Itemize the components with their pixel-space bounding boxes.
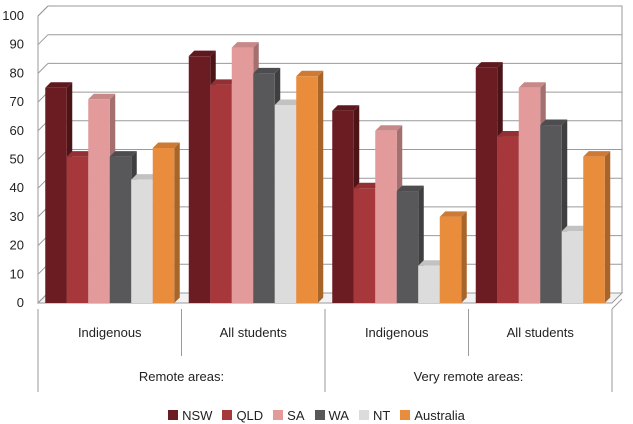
- bar-australia: [583, 156, 605, 303]
- bar-top-wa: [253, 67, 281, 74]
- bar-side-australia: [461, 211, 467, 303]
- bar-top-nt: [418, 260, 446, 266]
- y-tick-label: 80: [10, 65, 24, 80]
- axis-table-line: [611, 298, 623, 310]
- x-category-label: All students: [507, 325, 575, 340]
- bar-nsw: [475, 67, 498, 303]
- bar-wa: [396, 191, 419, 303]
- bar-top-australia: [296, 70, 324, 77]
- legend-swatch-qld: [222, 410, 233, 420]
- bar-australia: [296, 76, 318, 304]
- gridline-depth: [37, 63, 49, 74]
- legend-swatch-nsw: [168, 410, 179, 420]
- y-tick-label: 90: [10, 37, 24, 52]
- bar-nt: [274, 104, 297, 303]
- bar-australia: [439, 216, 462, 303]
- bar-top-nsw: [45, 82, 73, 88]
- bar-top-wa: [540, 119, 568, 126]
- bar-side-australia: [604, 151, 611, 303]
- bar-qld: [210, 84, 232, 303]
- bar-sa: [88, 99, 110, 303]
- legend-label-qld: QLD: [236, 407, 264, 423]
- bar-top-qld: [497, 131, 525, 137]
- gridline-depth: [37, 5, 49, 17]
- bar-australia: [152, 148, 175, 303]
- legend-label-australia: Australia: [414, 407, 465, 423]
- bar-top-nsw: [332, 105, 360, 111]
- bar-top-wa: [396, 185, 424, 192]
- bar-top-qld: [66, 151, 94, 157]
- bar-top-nt: [561, 225, 589, 232]
- legend-item-qld: QLD: [222, 408, 263, 423]
- bar-nsw: [188, 56, 211, 304]
- x-category-label: Indigenous: [78, 325, 142, 340]
- y-tick-label: 20: [10, 238, 24, 253]
- bar-nsw: [332, 110, 354, 304]
- x-category-label: Indigenous: [365, 325, 429, 340]
- legend-swatch-nt: [358, 410, 369, 420]
- bar-top-nt: [131, 174, 159, 180]
- bar-top-nt: [274, 99, 302, 105]
- bar-top-nsw: [475, 62, 503, 68]
- y-tick-label: 10: [10, 266, 24, 281]
- bar-top-australia: [152, 142, 180, 149]
- bar-sa: [375, 130, 397, 303]
- bar-side-australia: [174, 142, 180, 303]
- y-tick-label: 40: [10, 180, 24, 195]
- bar-nt: [418, 265, 440, 303]
- bar-qld: [66, 156, 89, 303]
- y-tick-label: 60: [10, 123, 24, 138]
- legend-item-nsw: NSW: [168, 408, 212, 423]
- x-group-label: Remote areas:: [139, 369, 224, 384]
- x-group-label: Very remote areas:: [414, 369, 524, 384]
- legend-item-sa: SA: [273, 407, 305, 423]
- bar-sa: [231, 47, 254, 303]
- bar-top-australia: [583, 151, 611, 157]
- bar-qld: [353, 188, 376, 303]
- y-tick-label: 30: [10, 209, 24, 224]
- bar-nt: [561, 231, 584, 303]
- legend-item-australia: Australia: [400, 408, 465, 423]
- y-tick-label: 0: [17, 295, 24, 310]
- bar-sa: [518, 87, 541, 303]
- x-category-label: All students: [220, 325, 288, 340]
- bar-top-nsw: [188, 50, 216, 57]
- y-tick-label: 100: [2, 8, 24, 23]
- bar-top-wa: [109, 151, 137, 157]
- bar-side-australia: [317, 70, 324, 304]
- bar-top-australia: [439, 211, 467, 217]
- gridline-depth: [37, 34, 49, 46]
- legend-swatch-sa: [273, 410, 284, 420]
- bar-wa: [253, 73, 275, 304]
- legend: NSW QLD SA WA NT Australia: [0, 406, 633, 424]
- bar-nsw: [45, 87, 67, 303]
- legend-swatch-australia: [400, 410, 411, 420]
- bar-top-sa: [231, 42, 259, 48]
- y-tick-label: 50: [10, 152, 24, 167]
- bar-top-sa: [518, 82, 546, 88]
- bar-top-qld: [210, 79, 238, 85]
- legend-item-wa: WA: [314, 407, 349, 423]
- legend-label-nt: NT: [372, 407, 391, 423]
- legend-swatch-wa: [314, 410, 325, 420]
- bar-nt: [131, 179, 153, 303]
- bar-top-qld: [353, 182, 381, 189]
- legend-label-wa: WA: [328, 407, 349, 423]
- bar-top-sa: [375, 125, 403, 131]
- y-tick-label: 70: [10, 94, 24, 109]
- bar-top-sa: [88, 93, 116, 100]
- legend-item-nt: NT: [358, 407, 391, 423]
- bar-wa: [109, 156, 132, 303]
- bar-wa: [540, 125, 562, 303]
- legend-label-sa: SA: [287, 407, 305, 423]
- legend-label-nsw: NSW: [182, 407, 213, 423]
- bar-qld: [497, 136, 519, 303]
